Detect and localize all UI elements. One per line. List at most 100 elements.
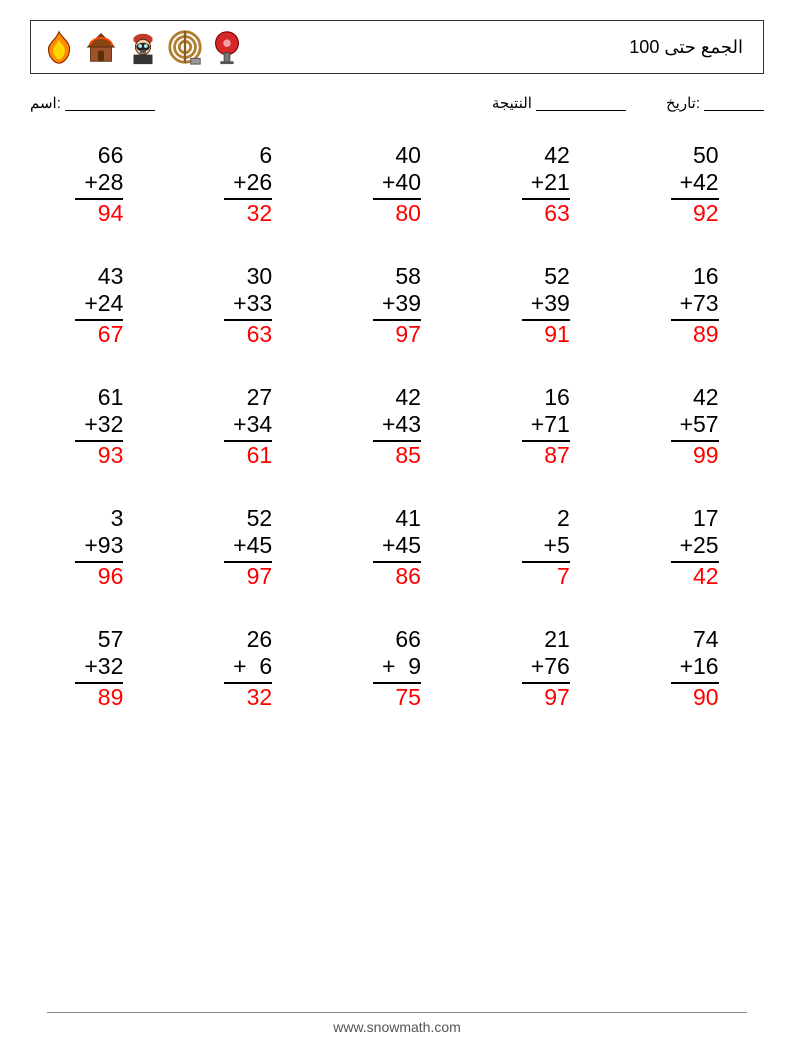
problems-grid: 66+2894 6+263240+408042+216350+429243+24… xyxy=(30,142,764,711)
hose-icon xyxy=(165,27,205,67)
operand-b-line: +71 xyxy=(522,411,570,442)
operand-b-line: +76 xyxy=(522,653,570,684)
name-label: اسم: xyxy=(30,94,61,112)
problem: 57+3289 xyxy=(30,626,169,711)
operand-a: 17 xyxy=(671,505,719,532)
footer: www.snowmath.com xyxy=(0,1012,794,1035)
page-title: الجمع حتى 100 xyxy=(629,37,755,58)
operand-a: 50 xyxy=(671,142,719,169)
answer: 91 xyxy=(522,321,570,348)
problem: 42+5799 xyxy=(625,384,764,469)
operand-b-line: +33 xyxy=(224,290,272,321)
operand-b-line: +57 xyxy=(671,411,719,442)
meta-row: اسم: النتيجة تاريخ: xyxy=(30,94,764,112)
operand-a: 42 xyxy=(671,384,719,411)
answer: 97 xyxy=(373,321,421,348)
problem: 17+2542 xyxy=(625,505,764,590)
date-label: تاريخ: xyxy=(666,94,700,112)
operand-a: 57 xyxy=(75,626,123,653)
problem: 52+3991 xyxy=(476,263,615,348)
operand-b-line: + 9 xyxy=(373,653,421,684)
problem: 42+2163 xyxy=(476,142,615,227)
operand-a: 3 xyxy=(75,505,123,532)
operand-a: 42 xyxy=(522,142,570,169)
date-field: تاريخ: xyxy=(666,94,764,112)
operand-a: 26 xyxy=(224,626,272,653)
operand-b-line: +73 xyxy=(671,290,719,321)
operand-b-line: +42 xyxy=(671,169,719,200)
problem: 61+3293 xyxy=(30,384,169,469)
footer-url: www.snowmath.com xyxy=(333,1019,461,1035)
operand-b-line: +21 xyxy=(522,169,570,200)
operand-a: 27 xyxy=(224,384,272,411)
answer: 97 xyxy=(224,563,272,590)
problem: 66+ 975 xyxy=(328,626,467,711)
problem: 52+4597 xyxy=(179,505,318,590)
answer: 89 xyxy=(671,321,719,348)
answer: 85 xyxy=(373,442,421,469)
answer: 32 xyxy=(224,200,272,227)
operand-b-line: +24 xyxy=(75,290,123,321)
operand-b-line: +39 xyxy=(522,290,570,321)
operand-b-line: +93 xyxy=(75,532,123,563)
operand-b-line: +32 xyxy=(75,653,123,684)
problem: 27+3461 xyxy=(179,384,318,469)
operand-b-line: +28 xyxy=(75,169,123,200)
flame-icon xyxy=(39,27,79,67)
operand-a: 16 xyxy=(522,384,570,411)
house-icon xyxy=(81,27,121,67)
problem: 2+57 xyxy=(476,505,615,590)
name-field: اسم: xyxy=(30,94,155,112)
operand-a: 61 xyxy=(75,384,123,411)
alarm-bell-icon xyxy=(207,27,247,67)
answer: 32 xyxy=(224,684,272,711)
problem: 43+2467 xyxy=(30,263,169,348)
operand-b-line: +43 xyxy=(373,411,421,442)
operand-a: 30 xyxy=(224,263,272,290)
score-label: النتيجة xyxy=(492,94,532,112)
problem: 30+3363 xyxy=(179,263,318,348)
operand-a: 21 xyxy=(522,626,570,653)
operand-a: 43 xyxy=(75,263,123,290)
problem: 16+7187 xyxy=(476,384,615,469)
operand-a: 66 xyxy=(373,626,421,653)
footer-line xyxy=(47,1012,747,1013)
problem: 41+4586 xyxy=(328,505,467,590)
operand-b-line: +34 xyxy=(224,411,272,442)
operand-a: 52 xyxy=(522,263,570,290)
answer: 61 xyxy=(224,442,272,469)
score-field: النتيجة xyxy=(492,94,626,112)
operand-a: 40 xyxy=(373,142,421,169)
operand-b-line: +5 xyxy=(522,532,570,563)
operand-b-line: +32 xyxy=(75,411,123,442)
operand-b-line: +25 xyxy=(671,532,719,563)
operand-a: 74 xyxy=(671,626,719,653)
problem: 74+1690 xyxy=(625,626,764,711)
problem: 26+ 632 xyxy=(179,626,318,711)
answer: 99 xyxy=(671,442,719,469)
answer: 92 xyxy=(671,200,719,227)
problem: 66+2894 xyxy=(30,142,169,227)
problem: 40+4080 xyxy=(328,142,467,227)
operand-a: 2 xyxy=(522,505,570,532)
operand-b-line: +40 xyxy=(373,169,421,200)
answer: 93 xyxy=(75,442,123,469)
operand-b-line: +16 xyxy=(671,653,719,684)
problem: 21+7697 xyxy=(476,626,615,711)
operand-a: 66 xyxy=(75,142,123,169)
problem: 42+4385 xyxy=(328,384,467,469)
answer: 75 xyxy=(373,684,421,711)
operand-b-line: + 6 xyxy=(224,653,272,684)
answer: 42 xyxy=(671,563,719,590)
operand-a: 42 xyxy=(373,384,421,411)
answer: 96 xyxy=(75,563,123,590)
date-underline xyxy=(704,95,764,111)
operand-a: 58 xyxy=(373,263,421,290)
answer: 89 xyxy=(75,684,123,711)
problem: 58+3997 xyxy=(328,263,467,348)
answer: 63 xyxy=(224,321,272,348)
operand-a: 52 xyxy=(224,505,272,532)
operand-a: 16 xyxy=(671,263,719,290)
problem: 16+7389 xyxy=(625,263,764,348)
answer: 67 xyxy=(75,321,123,348)
